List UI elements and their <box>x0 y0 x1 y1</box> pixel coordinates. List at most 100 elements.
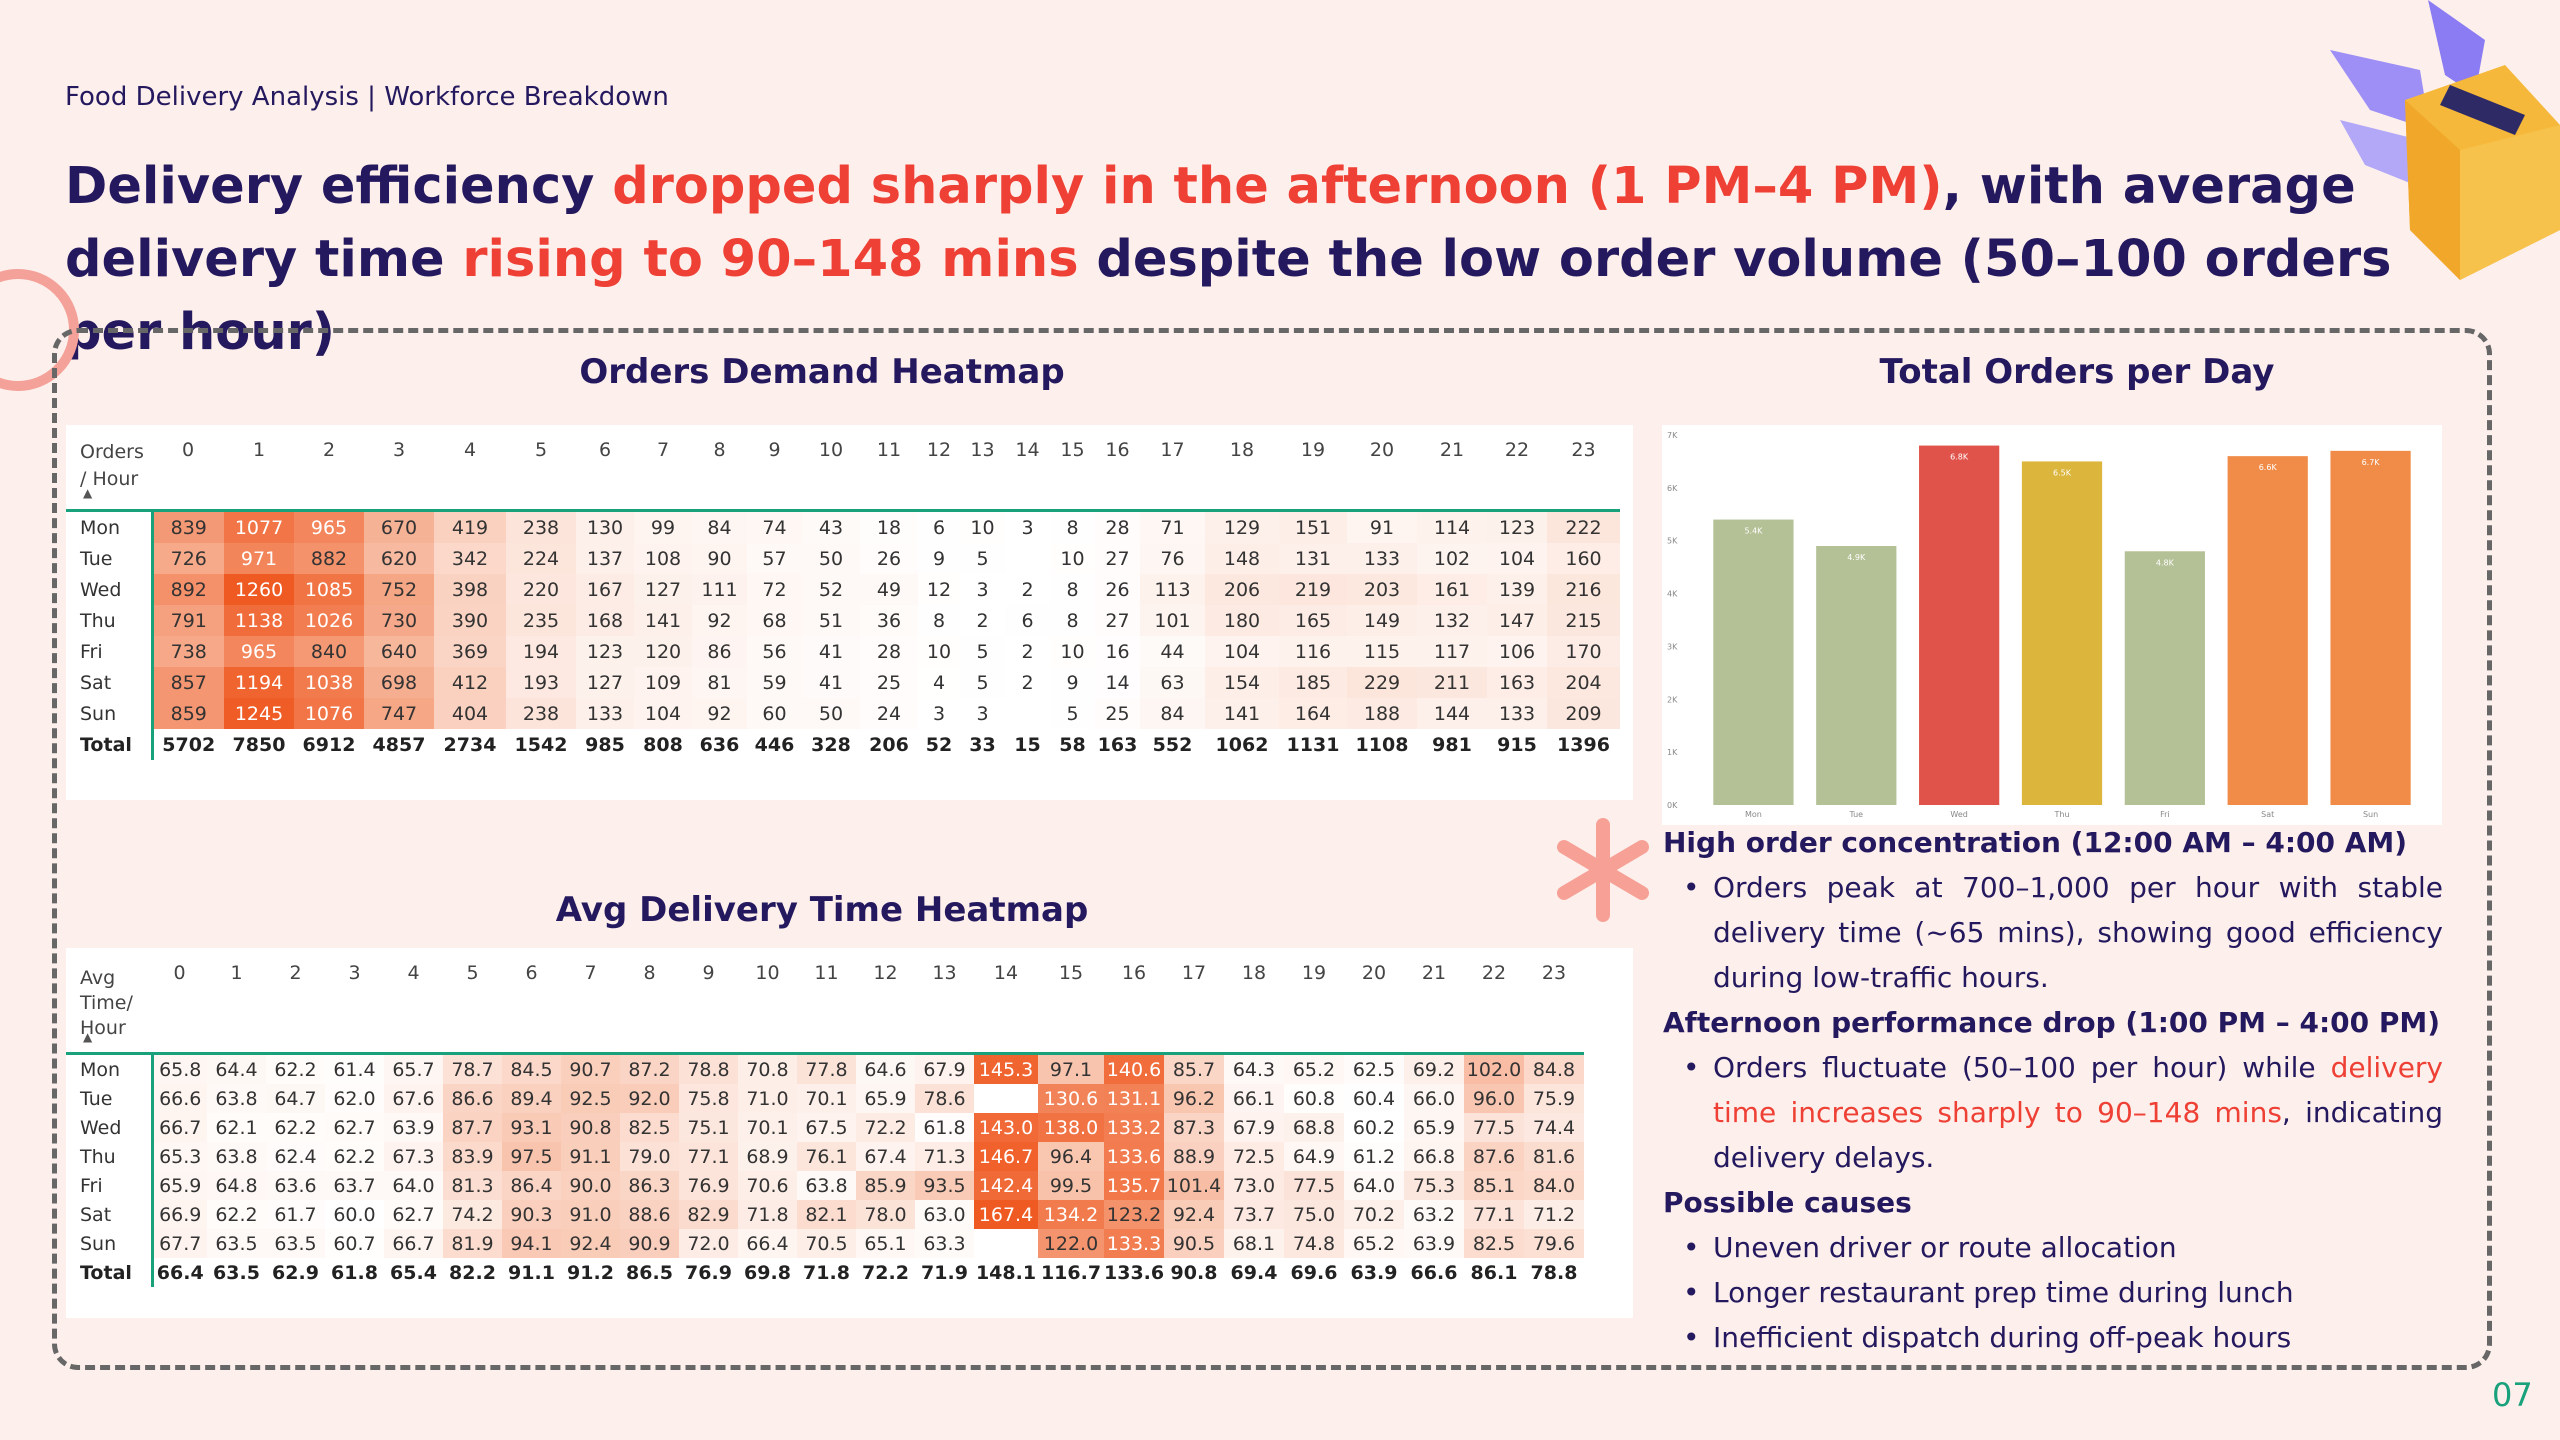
delivery-cell: 62.4 <box>266 1142 325 1171</box>
delivery-cell: 69.2 <box>1404 1052 1464 1084</box>
delivery-cell: 81.3 <box>443 1171 502 1200</box>
orders-cell: 141 <box>634 605 692 636</box>
corner-label: Orders <box>80 441 144 463</box>
delivery-cell: 133.3 <box>1104 1229 1164 1258</box>
delivery-cell: 135.7 <box>1104 1171 1164 1200</box>
orders-cell: 52 <box>802 574 860 605</box>
orders-cell: 57 <box>747 543 802 574</box>
bar-wed[interactable] <box>1919 445 2000 805</box>
orders-hour-header: 11 <box>876 439 902 461</box>
delivery-heatmap-corner: Avg Time/ Hour ▲ <box>66 948 152 1054</box>
orders-cell: 123 <box>1487 509 1547 543</box>
delivery-cell: 90.5 <box>1164 1229 1224 1258</box>
orders-cell: 127 <box>576 667 634 698</box>
orders-total-cell: 7850 <box>232 733 286 756</box>
insight-bullet: Orders fluctuate (50–100 per hour) while… <box>1663 1045 2443 1180</box>
bar-mon[interactable] <box>1713 519 1794 805</box>
delivery-cell: 64.3 <box>1224 1052 1284 1084</box>
delivery-cell: 63.9 <box>384 1113 443 1142</box>
orders-cell: 2 <box>1005 636 1050 667</box>
orders-hour-header: 2 <box>322 439 336 461</box>
orders-heatmap-title: Orders Demand Heatmap <box>579 352 1065 392</box>
delivery-cell: 63.2 <box>1404 1200 1464 1229</box>
delivery-cell: 64.9 <box>1284 1142 1344 1171</box>
delivery-hour-header: 3 <box>348 962 361 984</box>
insight-heading: High order concentration (12:00 AM – 4:0… <box>1663 826 2408 859</box>
delivery-cell: 64.0 <box>384 1171 443 1200</box>
day-label: Mon <box>66 1052 154 1084</box>
delivery-hour-header: 14 <box>993 962 1019 984</box>
bar-fri[interactable] <box>2124 551 2205 805</box>
delivery-cell: 76.1 <box>797 1142 856 1171</box>
delivery-cell: 67.4 <box>856 1142 915 1171</box>
sort-arrow-icon[interactable]: ▲ <box>83 1030 93 1044</box>
bar-sun[interactable] <box>2330 450 2411 805</box>
headline-highlight-1: dropped sharply in the afternoon (1 PM–4… <box>612 157 1943 216</box>
delivery-total-cell: 62.9 <box>272 1261 319 1284</box>
orders-total-cell: 1396 <box>1557 733 1610 756</box>
orders-cell: 9 <box>1050 667 1095 698</box>
orders-cell: 99 <box>634 509 692 543</box>
orders-total-cell: 163 <box>1097 733 1138 756</box>
orders-cell: 390 <box>434 605 506 636</box>
delivery-cell: 75.0 <box>1284 1200 1344 1229</box>
delivery-cell: 138.0 <box>1038 1113 1104 1142</box>
day-label: Fri <box>66 1171 154 1200</box>
delivery-total-cell: 116.7 <box>1040 1261 1102 1284</box>
orders-cell: 60 <box>747 698 802 729</box>
x-category-label: Sun <box>2363 810 2378 819</box>
delivery-cell: 63.5 <box>266 1229 325 1258</box>
delivery-total-cell: 91.2 <box>567 1261 614 1284</box>
orders-cell: 12 <box>918 574 960 605</box>
bar-data-label: 6.5K <box>2053 468 2072 477</box>
delivery-cell: 75.1 <box>679 1113 738 1142</box>
orders-cell: 185 <box>1279 667 1347 698</box>
delivery-cell: 65.1 <box>856 1229 915 1258</box>
delivery-total-row: Total 66.4 63.5 62.9 61.8 65.4 82.2 91.1 91.2 86.… <box>66 1258 1584 1287</box>
orders-cell: 144 <box>1417 698 1487 729</box>
day-label: Sat <box>66 1200 154 1229</box>
delivery-cell: 82.1 <box>797 1200 856 1229</box>
orders-hour-header: 14 <box>1015 439 1040 461</box>
x-category-label: Fri <box>2160 810 2170 819</box>
orders-cell: 36 <box>860 605 918 636</box>
orders-hour-header: 9 <box>768 439 781 461</box>
corner-label: / Hour <box>80 468 139 490</box>
delivery-cell: 133.2 <box>1104 1113 1164 1142</box>
x-category-label: Sat <box>2261 810 2274 819</box>
orders-hour-header: 13 <box>970 439 995 461</box>
orders-cell: 3 <box>1005 509 1050 543</box>
delivery-cell: 63.8 <box>207 1084 266 1113</box>
orders-cell: 68 <box>747 605 802 636</box>
delivery-cell: 96.2 <box>1164 1084 1224 1113</box>
delivery-cell: 60.8 <box>1284 1084 1344 1113</box>
orders-row: Wed 892 1260 1085 752 398 220 167 127 111 72 52 49 12… <box>66 574 1620 605</box>
x-category-label: Mon <box>1745 810 1762 819</box>
bar-thu[interactable] <box>2021 461 2103 805</box>
orders-cell: 120 <box>634 636 692 667</box>
sort-arrow-icon[interactable]: ▲ <box>83 486 93 500</box>
orders-cell: 215 <box>1547 605 1620 636</box>
corner-label: Time/ <box>80 992 133 1014</box>
orders-cell: 10 <box>918 636 960 667</box>
orders-cell: 14 <box>1095 667 1140 698</box>
delivery-cell: 64.8 <box>207 1171 266 1200</box>
orders-cell: 10 <box>1050 543 1095 574</box>
orders-cell: 222 <box>1547 509 1620 543</box>
delivery-total-cell: 72.2 <box>862 1261 909 1284</box>
day-label: Tue <box>66 1084 154 1113</box>
bar-tue[interactable] <box>1816 546 1897 805</box>
delivery-cell: 167.4 <box>974 1200 1038 1229</box>
orders-cell: 16 <box>1095 636 1140 667</box>
delivery-cell: 66.7 <box>384 1229 443 1258</box>
delivery-hour-header: 9 <box>702 962 715 984</box>
orders-cell: 342 <box>434 543 506 574</box>
bar-sat[interactable] <box>2227 456 2308 805</box>
delivery-cell: 92.0 <box>620 1084 679 1113</box>
delivery-cell: 87.7 <box>443 1113 502 1142</box>
delivery-cell: 70.8 <box>738 1052 797 1084</box>
orders-cell: 857 <box>152 667 224 698</box>
orders-hour-header: 17 <box>1160 439 1185 461</box>
delivery-cell: 65.3 <box>152 1142 207 1171</box>
bar-data-label: 6.7K <box>2362 458 2381 467</box>
